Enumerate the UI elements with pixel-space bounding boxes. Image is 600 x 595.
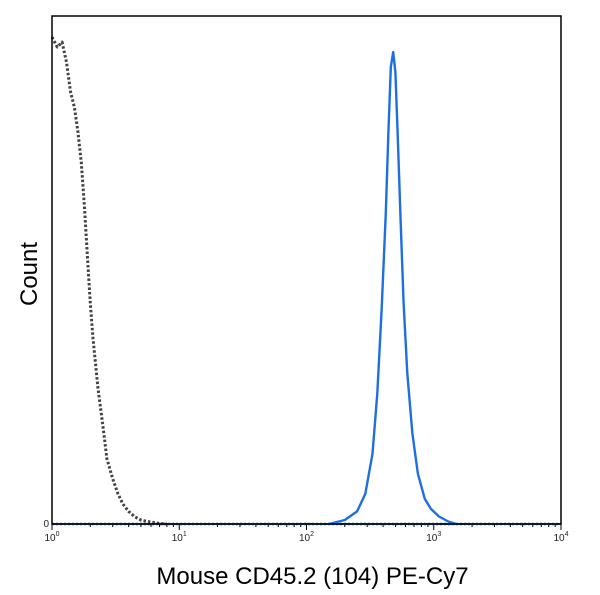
x-tick-base: 10 — [299, 533, 311, 544]
x-tick-exponent: 4 — [565, 531, 569, 538]
x-tick-base: 10 — [172, 533, 184, 544]
x-tick-label: 100 — [44, 531, 59, 544]
x-tick-label: 101 — [172, 531, 187, 544]
x-tick-label: 102 — [299, 531, 314, 544]
x-tick-base: 10 — [426, 533, 438, 544]
x-tick-label: 103 — [426, 531, 441, 544]
x-tick-base: 10 — [44, 533, 56, 544]
series-layer — [50, 36, 561, 526]
stained-sample-curve — [328, 50, 457, 526]
isotype-control-curve — [50, 36, 168, 526]
x-tick-exponent: 3 — [437, 531, 441, 538]
plot-frame — [51, 15, 562, 525]
x-axis-title: Mouse CD45.2 (104) PE-Cy7 — [156, 563, 468, 590]
x-tick-label: 104 — [553, 531, 568, 544]
x-tick-exponent: 1 — [183, 531, 187, 538]
y-tick-label: 0 — [43, 519, 49, 530]
x-tick-base: 10 — [553, 533, 565, 544]
y-axis-title: Count — [16, 242, 43, 306]
x-tick-exponent: 0 — [56, 531, 60, 538]
x-tick-exponent: 2 — [310, 531, 314, 538]
